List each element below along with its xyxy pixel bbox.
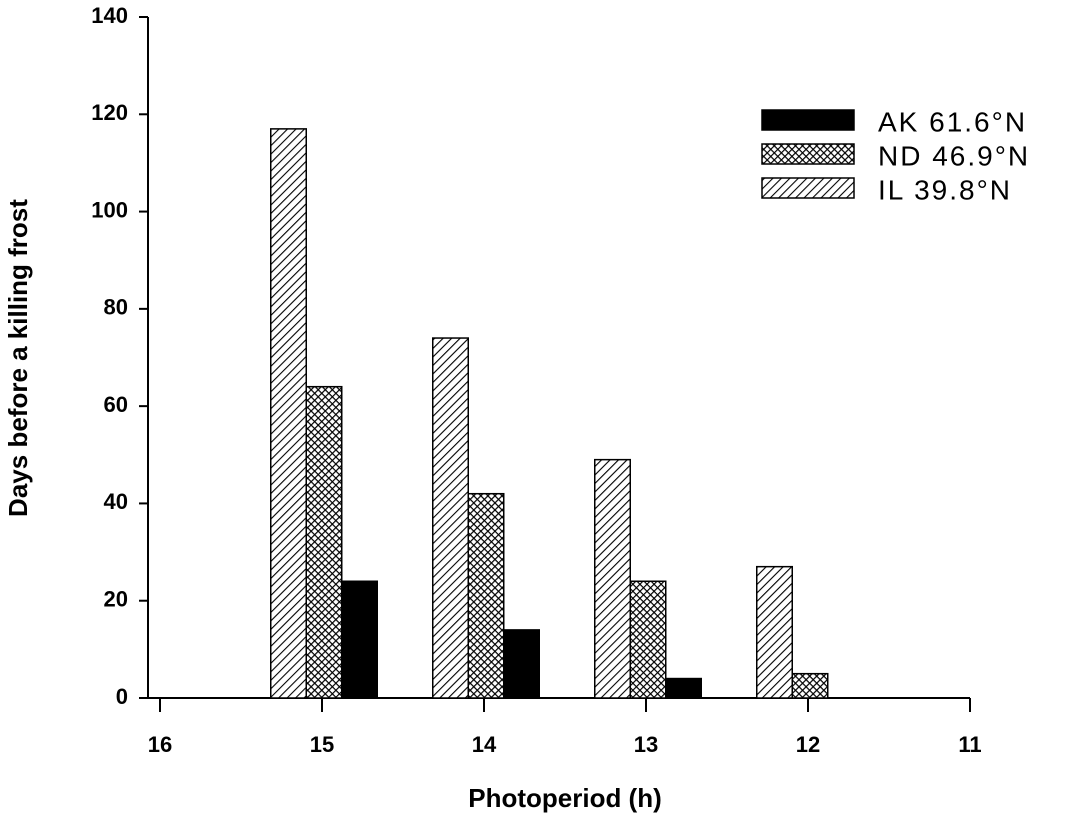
x-axis-label: Photoperiod (h) <box>468 783 662 813</box>
y-tick-label: 140 <box>91 3 128 28</box>
bar <box>756 565 793 699</box>
y-tick-label: 100 <box>91 197 128 222</box>
bar <box>305 385 343 699</box>
x-tick-label: 13 <box>634 732 658 757</box>
y-tick-label: 40 <box>104 489 128 514</box>
bar <box>503 629 540 699</box>
legend-swatch <box>761 109 855 131</box>
bar <box>665 677 702 699</box>
x-tick-label: 14 <box>472 732 497 757</box>
y-tick-label: 80 <box>104 295 128 320</box>
y-tick-label: 20 <box>104 587 128 612</box>
legend-label: ND 46.9°N <box>878 140 1030 171</box>
legend-label: IL 39.8°N <box>878 174 1012 205</box>
y-tick-label: 0 <box>116 684 128 709</box>
legend-swatch <box>761 177 855 199</box>
bar <box>341 580 378 699</box>
x-tick-label: 15 <box>310 732 334 757</box>
y-tick-label: 120 <box>91 100 128 125</box>
x-tick-label: 11 <box>958 732 981 757</box>
bar <box>791 672 829 699</box>
bar <box>270 128 307 699</box>
y-tick-label: 60 <box>104 392 128 417</box>
bar <box>432 337 469 699</box>
legend-label: AK 61.6°N <box>878 106 1027 137</box>
x-tick-label: 16 <box>148 732 172 757</box>
bar <box>467 492 505 699</box>
bar <box>629 580 667 699</box>
legend-swatch <box>761 143 855 165</box>
y-axis-label: Days before a killing frost <box>3 199 33 517</box>
x-tick-label: 12 <box>796 732 820 757</box>
bar <box>594 458 631 699</box>
